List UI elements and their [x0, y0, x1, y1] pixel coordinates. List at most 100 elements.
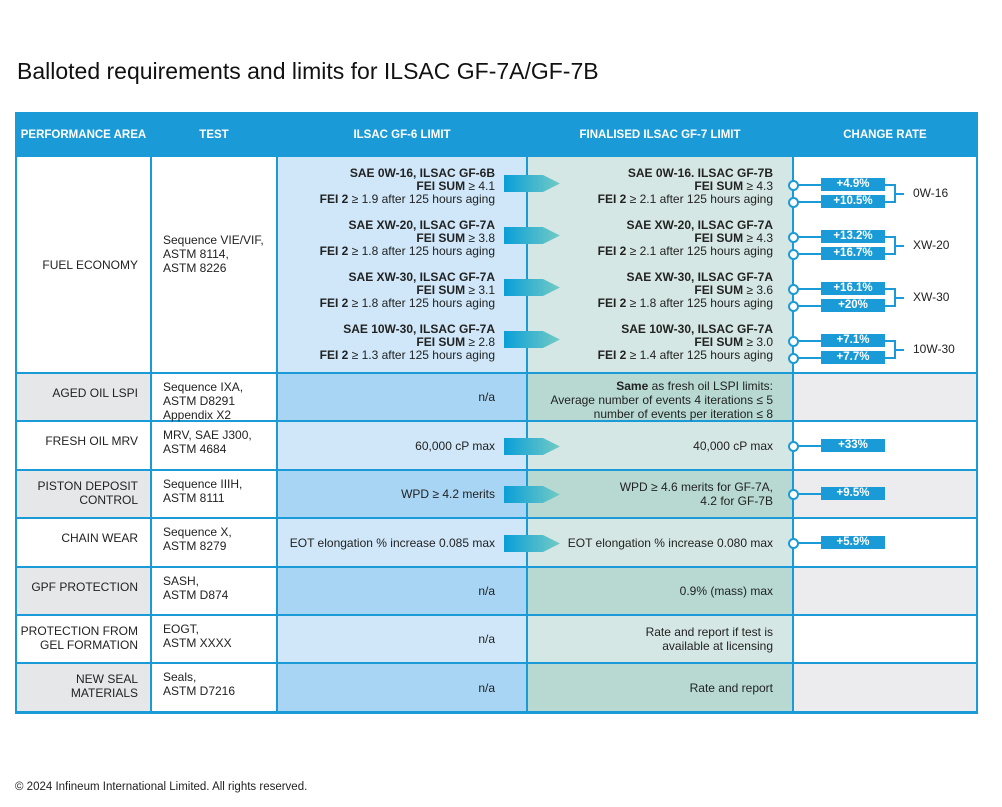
test-line: ASTM 8226 [163, 261, 227, 275]
fei2-label: FEI 2 [319, 244, 349, 258]
grade-heading: SAE XW-30, ILSAC GF-7A [626, 270, 773, 284]
gf7-line: EOT elongation % increase 0.080 max [567, 535, 773, 550]
test-line: Sequence X, [163, 525, 232, 539]
gf6-fuel-economy: SAE 0W-16, ILSAC GF-6B FEI SUM ≥ 4.1 FEI 2… [278, 157, 526, 372]
test-row: EOGT, ASTM XXXX [152, 616, 276, 662]
header-3: FINALISED ILSAC GF-7 LIMIT [528, 115, 792, 155]
test-row: Sequence IIIH, ASTM 8111 [152, 471, 276, 517]
gf7-limit: WPD ≥ 4.6 merits for GF-7A, 4.2 for GF-7B [528, 471, 792, 517]
column-header: FINALISED ILSAC GF-7 LIMIT [579, 128, 741, 141]
arrow-icon [504, 535, 560, 552]
gf7-text: as fresh oil LSPI limits: [648, 379, 773, 393]
grade-heading: SAE 0W-16. ILSAC GF-7B [627, 166, 773, 180]
gf6-line: EOT elongation % increase 0.085 max [289, 535, 495, 550]
gf7-limit: Same as fresh oil LSPI limits: Average nu… [528, 374, 792, 421]
area-line: NEW SEAL [75, 672, 138, 686]
test-row: Sequence X, ASTM 8279 [152, 519, 276, 566]
gf7-line: Rate and report if test is [645, 625, 773, 639]
area-line: PROTECTION FROM [20, 624, 138, 638]
header-4: CHANGE RATE [794, 115, 976, 155]
area-line: PISTON DEPOSIT [37, 479, 138, 493]
gf7-fuel-economy: SAE 0W-16. ILSAC GF-7B FEI SUM ≥ 4.3 FEI 2… [528, 157, 792, 372]
performance-area: CHAIN WEAR [61, 531, 138, 545]
fei-sum-value: ≥ 4.3 [743, 231, 773, 245]
connector-dot-icon [788, 301, 799, 312]
gf6-limit: n/a [278, 568, 526, 614]
gf7-limit: Rate and report if test is available at l… [528, 616, 792, 662]
fei-sum: FEI SUM ≥ 3.1 [416, 284, 495, 297]
fei-sum: FEI SUM ≥ 3.8 [416, 232, 495, 245]
column-header: CHANGE RATE [843, 128, 927, 141]
test-row: Seals, ASTM D7216 [152, 664, 276, 711]
change-rate-badge: +7.1% [821, 334, 885, 347]
performance-area: PISTON DEPOSIT CONTROL [38, 479, 138, 507]
change-rate-badge: +7.7% [821, 351, 885, 364]
connector-line [793, 288, 821, 290]
fei2-value: ≥ 1.3 after 125 hours aging [348, 348, 495, 362]
connector-dot-icon [788, 180, 799, 191]
gf7-line: 0.9% (mass) max [679, 584, 773, 598]
column-header: TEST [199, 128, 229, 141]
test-line: ASTM D874 [163, 588, 229, 602]
gf6-limit: EOT elongation % increase 0.085 max [278, 519, 526, 566]
area-line: MATERIALS [70, 686, 138, 700]
column-header: ILSAC GF-6 LIMIT [353, 128, 451, 141]
fei-2: FEI 2 ≥ 1.8 after 125 hours aging [598, 297, 773, 310]
connector-dot-icon [788, 441, 799, 452]
grade-heading: SAE 10W-30, ILSAC GF-7A [621, 322, 773, 336]
bracket-line [885, 305, 895, 307]
test-line: ASTM 8111 [163, 491, 225, 505]
gf7-line: Same as fresh oil LSPI limits: [528, 379, 773, 393]
gf7-line: 4.2 for GF-7B [700, 494, 773, 508]
gf7-limit: Rate and report [528, 664, 792, 711]
fei2-value: ≥ 1.8 after 125 hours aging [348, 296, 495, 310]
header-0: PERFORMANCE AREA [17, 115, 150, 155]
fei2-label: FEI 2 [597, 244, 627, 258]
header-2: ILSAC GF-6 LIMIT [278, 115, 526, 155]
performance-area: FUEL ECONOMY [42, 257, 138, 272]
change-rate-badge: +9.5% [821, 487, 885, 500]
test-row: MRV, SAE J300, ASTM 4684 [152, 422, 276, 469]
connector-dot-icon [788, 336, 799, 347]
fei-2: FEI 2 ≥ 1.8 after 125 hours aging [320, 297, 495, 310]
gf6-limit: 60,000 cP max [278, 422, 526, 469]
arrow-icon [504, 486, 560, 503]
change-rate-cell [794, 374, 976, 420]
gf7-line: number of events per iteration ≤ 8 [593, 407, 773, 421]
change-rate-badge: +5.9% [821, 536, 885, 549]
connector-line [793, 305, 821, 307]
test-line: SASH, [163, 574, 200, 588]
fei2-label: FEI 2 [597, 296, 627, 310]
change-rate-badge: +4.9% [821, 178, 885, 191]
connector-line [793, 184, 821, 186]
connector-line [793, 253, 821, 255]
test-line: ASTM D7216 [163, 684, 236, 698]
fei2-value: ≥ 2.1 after 125 hours aging [626, 192, 773, 206]
bracket-line [894, 193, 904, 195]
test-line: ASTM D8291 [163, 394, 236, 408]
fei-sum-label: FEI SUM [416, 231, 466, 245]
arrow-icon [504, 175, 560, 192]
fei-sum-value: ≥ 4.3 [743, 179, 773, 193]
test-line: ASTM XXXX [163, 636, 232, 650]
area-line: AGED OIL LSPI [52, 386, 138, 400]
fei-sum-label: FEI SUM [694, 283, 744, 297]
bracket-line [894, 349, 904, 351]
performance-area: GPF PROTECTION [31, 580, 138, 594]
connector-line [793, 340, 821, 342]
change-rate-cell [794, 664, 976, 711]
arrow-icon [504, 279, 560, 296]
performance-area: FRESH OIL MRV [45, 434, 138, 448]
fei-sum-value: ≥ 3.0 [743, 335, 773, 349]
area-line: FRESH OIL MRV [45, 434, 138, 448]
area-row: NEW SEAL MATERIALS [17, 664, 150, 711]
gf7-bold: Same [616, 379, 649, 393]
gf7-line: 40,000 cP max [693, 438, 773, 453]
test-line: Sequence IXA, [163, 380, 244, 394]
grade-heading: SAE XW-30, ILSAC GF-7A [348, 270, 495, 284]
grade-heading: SAE XW-20, ILSAC GF-7A [626, 218, 773, 232]
fei-2: FEI 2 ≥ 1.4 after 125 hours aging [598, 349, 773, 362]
connector-dot-icon [788, 249, 799, 260]
area-row: CHAIN WEAR [17, 519, 150, 566]
fei-sum-label: FEI SUM [694, 179, 744, 193]
